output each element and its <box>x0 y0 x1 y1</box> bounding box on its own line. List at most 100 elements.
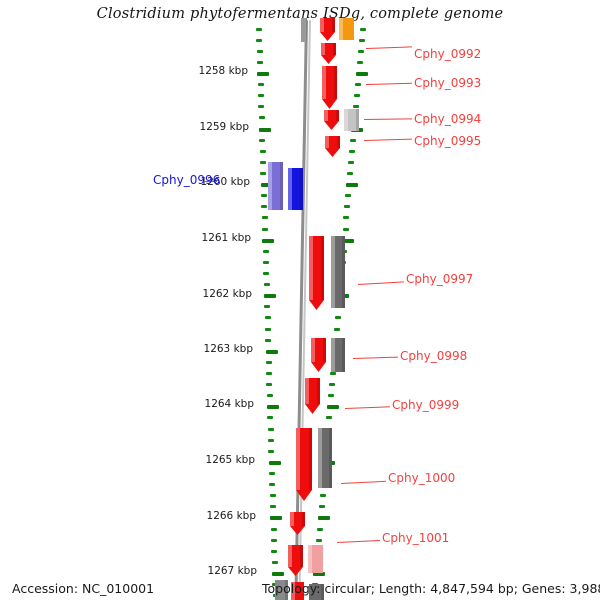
feature-box-gray-cphy_1000[interactable] <box>318 428 332 488</box>
feature-box-pink-bottom[interactable] <box>308 545 323 573</box>
axis-tick-minor-right <box>317 527 324 531</box>
feature-box-gray-cphy_0998[interactable] <box>331 338 345 372</box>
gene-glyph-cphy_0992[interactable] <box>320 18 335 32</box>
glyph-shadow <box>332 18 335 32</box>
glyph-shadow <box>341 236 345 308</box>
axis-tick-major <box>260 183 273 188</box>
gene-label-cphy_1000[interactable]: Cphy_1000 <box>388 471 456 485</box>
axis-tick-minor <box>261 227 268 231</box>
axis-tick-minor <box>268 438 275 442</box>
gene-label-cphy_0998[interactable]: Cphy_0998 <box>400 349 468 363</box>
axis-tick-minor <box>271 549 278 553</box>
glyph-shadow <box>337 136 340 148</box>
axis-tick-minor <box>271 560 278 564</box>
feature-box-darkgray-bottom[interactable] <box>309 584 324 600</box>
glyph-shadow <box>302 512 305 526</box>
axis-tick-minor-right <box>347 172 354 175</box>
axis-tick-minor <box>258 105 265 109</box>
axis-tick-minor <box>269 472 276 475</box>
gene-glyph-cphy_0994[interactable] <box>324 110 339 121</box>
axis-tick-major-right <box>355 72 368 76</box>
gene-glyph-cphy_0999[interactable] <box>305 378 320 404</box>
axis-tick-minor <box>269 494 276 498</box>
glyph-shadow <box>333 43 336 55</box>
glyph-highlight <box>325 136 329 148</box>
axis-tick-minor <box>258 94 265 98</box>
gene-glyph-cphy_0993[interactable] <box>321 43 336 55</box>
axis-tick-minor-right <box>350 138 357 142</box>
glyph-shadow <box>305 18 307 42</box>
axis-tick-minor-right <box>329 383 336 387</box>
axis-tick-major-right <box>341 238 354 243</box>
axis-tick-major <box>268 460 281 465</box>
axis-tick-minor <box>258 116 265 120</box>
glyph-shadow <box>317 378 320 404</box>
axis-tick-minor-right <box>352 105 359 109</box>
axis-tick-minor-right <box>354 83 361 87</box>
glyph-shadow <box>308 428 312 490</box>
axis-tick-minor <box>262 260 269 264</box>
gene-label-cphy_0996[interactable]: Cphy_0996 <box>153 173 221 187</box>
axis-tick-minor <box>267 416 274 420</box>
feature-box-gray-top[interactable] <box>301 18 307 42</box>
axis-tick-minor-right <box>334 316 341 320</box>
gene-label-cphy_0994[interactable]: Cphy_0994 <box>414 112 482 126</box>
glyph-shadow <box>355 109 359 131</box>
feature-box-gray-bottom[interactable] <box>275 580 288 600</box>
gene-glyph-cphy_0997[interactable] <box>309 236 324 300</box>
gene-label-cphy_0995[interactable]: Cphy_0995 <box>414 134 482 148</box>
glyph-shadow <box>336 110 339 121</box>
page-title: Clostridium phytofermentans ISDg, comple… <box>96 6 504 22</box>
glyph-highlight <box>324 110 328 121</box>
glyph-highlight <box>291 582 295 600</box>
axis-tick-minor-right <box>334 327 341 331</box>
axis-tick-minor <box>260 194 267 198</box>
feature-box-orange[interactable] <box>339 18 354 40</box>
gene-glyph-cphy_0998[interactable] <box>311 338 326 362</box>
axis-tick-minor <box>263 272 270 275</box>
axis-tick-minor-right <box>343 216 350 220</box>
feature-box-gray-cphy_0997[interactable] <box>331 236 345 308</box>
gene-glyph-cphy_0993-long[interactable] <box>322 66 337 99</box>
axis-tick-minor <box>263 283 270 287</box>
axis-tick-major <box>265 349 278 354</box>
feature-box-gray-cphy_0994[interactable] <box>344 109 359 131</box>
glyph-highlight <box>344 109 349 131</box>
gene-glyph-cphy_0996-light[interactable] <box>268 162 283 210</box>
axis-tick-minor <box>260 160 267 164</box>
axis-tick-minor-right <box>330 372 337 375</box>
axis-tick-major <box>262 238 275 243</box>
gene-label-cphy_1001[interactable]: Cphy_1001 <box>382 531 450 545</box>
axis-tick-minor <box>269 483 276 487</box>
gene-label-cphy_0997[interactable]: Cphy_0997 <box>406 272 474 286</box>
glyph-highlight <box>296 428 301 490</box>
axis-tick-minor-right <box>356 60 363 64</box>
glyph-shadow <box>300 545 303 567</box>
leader-line-cphy_0992 <box>366 46 413 49</box>
gene-glyph-cphy_0995[interactable] <box>325 136 340 148</box>
gene-label-cphy_0993[interactable]: Cphy_0993 <box>414 76 482 90</box>
axis-tick-major <box>271 572 284 576</box>
axis-tick-label: 1258 kbp <box>198 65 248 77</box>
glyph-highlight <box>305 378 309 404</box>
glyph-shadow <box>299 168 303 210</box>
glyph-shadow <box>334 66 337 99</box>
axis-tick-label: 1266 kbp <box>206 510 256 522</box>
gene-label-cphy_0992[interactable]: Cphy_0992 <box>414 47 482 61</box>
gene-glyph-cphy_1001[interactable] <box>290 512 305 526</box>
gene-glyph-bottom-red[interactable] <box>288 545 303 567</box>
gene-glyph-cphy_0996[interactable] <box>288 168 303 210</box>
axis-tick-major <box>257 72 270 76</box>
gene-glyph-cphy_1000[interactable] <box>296 428 312 490</box>
glyph-highlight <box>311 338 315 362</box>
axis-tick-minor-right <box>344 205 351 209</box>
axis-tick-minor-right <box>358 38 365 42</box>
axis-tick-minor <box>256 49 263 53</box>
gene-label-cphy_0999[interactable]: Cphy_0999 <box>392 398 460 412</box>
axis-tick-minor <box>260 172 267 175</box>
glyph-highlight <box>290 512 294 526</box>
feature-box-red-bottom[interactable] <box>291 582 304 600</box>
leader-line-cphy_0996 <box>203 181 217 182</box>
axis-tick-label: 1267 kbp <box>207 565 257 577</box>
